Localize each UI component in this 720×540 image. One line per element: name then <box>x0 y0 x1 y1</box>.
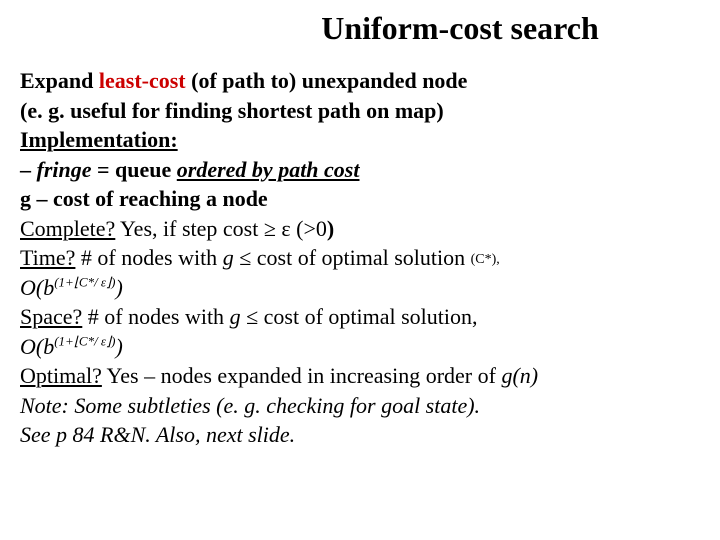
text-fringe: fringe <box>37 157 92 182</box>
text: ) <box>327 216 334 241</box>
label-time: Time? <box>20 245 75 270</box>
text-ordered: ordered by path cost <box>177 157 360 182</box>
line-gcost: g – cost of reaching a node <box>20 185 700 213</box>
line-space-bigo: O(b(1+⌊C*/ ε⌋)) <box>20 333 700 361</box>
text: ≤ cost of optimal solution, <box>241 304 478 329</box>
text: # of nodes with <box>75 245 222 270</box>
text: ≤ cost of optimal solution <box>234 245 471 270</box>
line-note2: See p 84 R&N. Also, next slide. <box>20 421 700 449</box>
text: ) <box>115 275 122 300</box>
text: unexpanded node <box>302 68 468 93</box>
label-space: Space? <box>20 304 82 329</box>
label-optimal: Optimal? <box>20 363 102 388</box>
text: # of nodes with <box>82 304 229 329</box>
label-complete: Complete? <box>20 216 115 241</box>
text-cstar: (C*), <box>471 252 500 267</box>
line-note1: Note: Some subtleties (e. g. checking fo… <box>20 392 700 420</box>
line-time-bigo: O(b(1+⌊C*/ ε⌋)) <box>20 274 700 302</box>
text: (of path to) <box>191 68 302 93</box>
text: = queue <box>92 157 177 182</box>
text: ) <box>115 334 122 359</box>
line-implementation: Implementation: <box>20 126 700 154</box>
slide-title: Uniform-cost search <box>220 10 700 47</box>
text-red: least-cost <box>99 68 191 93</box>
slide-body: Expand least-cost (of path to) unexpande… <box>20 67 700 449</box>
text-exp: (1+⌊C*/ ε⌋) <box>54 274 115 289</box>
text-exp: (1+⌊C*/ ε⌋) <box>54 333 115 348</box>
text-g: g <box>230 304 241 329</box>
text: Yes, if step cost ≥ ε (>0 <box>115 216 327 241</box>
text: Expand <box>20 68 99 93</box>
line-complete: Complete? Yes, if step cost ≥ ε (>0) <box>20 215 700 243</box>
text: Yes – nodes expanded in increasing order… <box>102 363 502 388</box>
text-gn: g(n) <box>501 363 538 388</box>
line-space: Space? # of nodes with g ≤ cost of optim… <box>20 303 700 331</box>
text: – <box>20 157 37 182</box>
line-expand: Expand least-cost (of path to) unexpande… <box>20 67 700 95</box>
text-g: g <box>223 245 234 270</box>
line-time: Time? # of nodes with g ≤ cost of optima… <box>20 244 700 272</box>
line-fringe: – fringe = queue ordered by path cost <box>20 156 700 184</box>
text-ob: O(b <box>20 275 54 300</box>
line-eg: (e. g. useful for finding shortest path … <box>20 97 700 125</box>
text-ob: O(b <box>20 334 54 359</box>
line-optimal: Optimal? Yes – nodes expanded in increas… <box>20 362 700 390</box>
slide: Uniform-cost search Expand least-cost (o… <box>0 0 720 461</box>
